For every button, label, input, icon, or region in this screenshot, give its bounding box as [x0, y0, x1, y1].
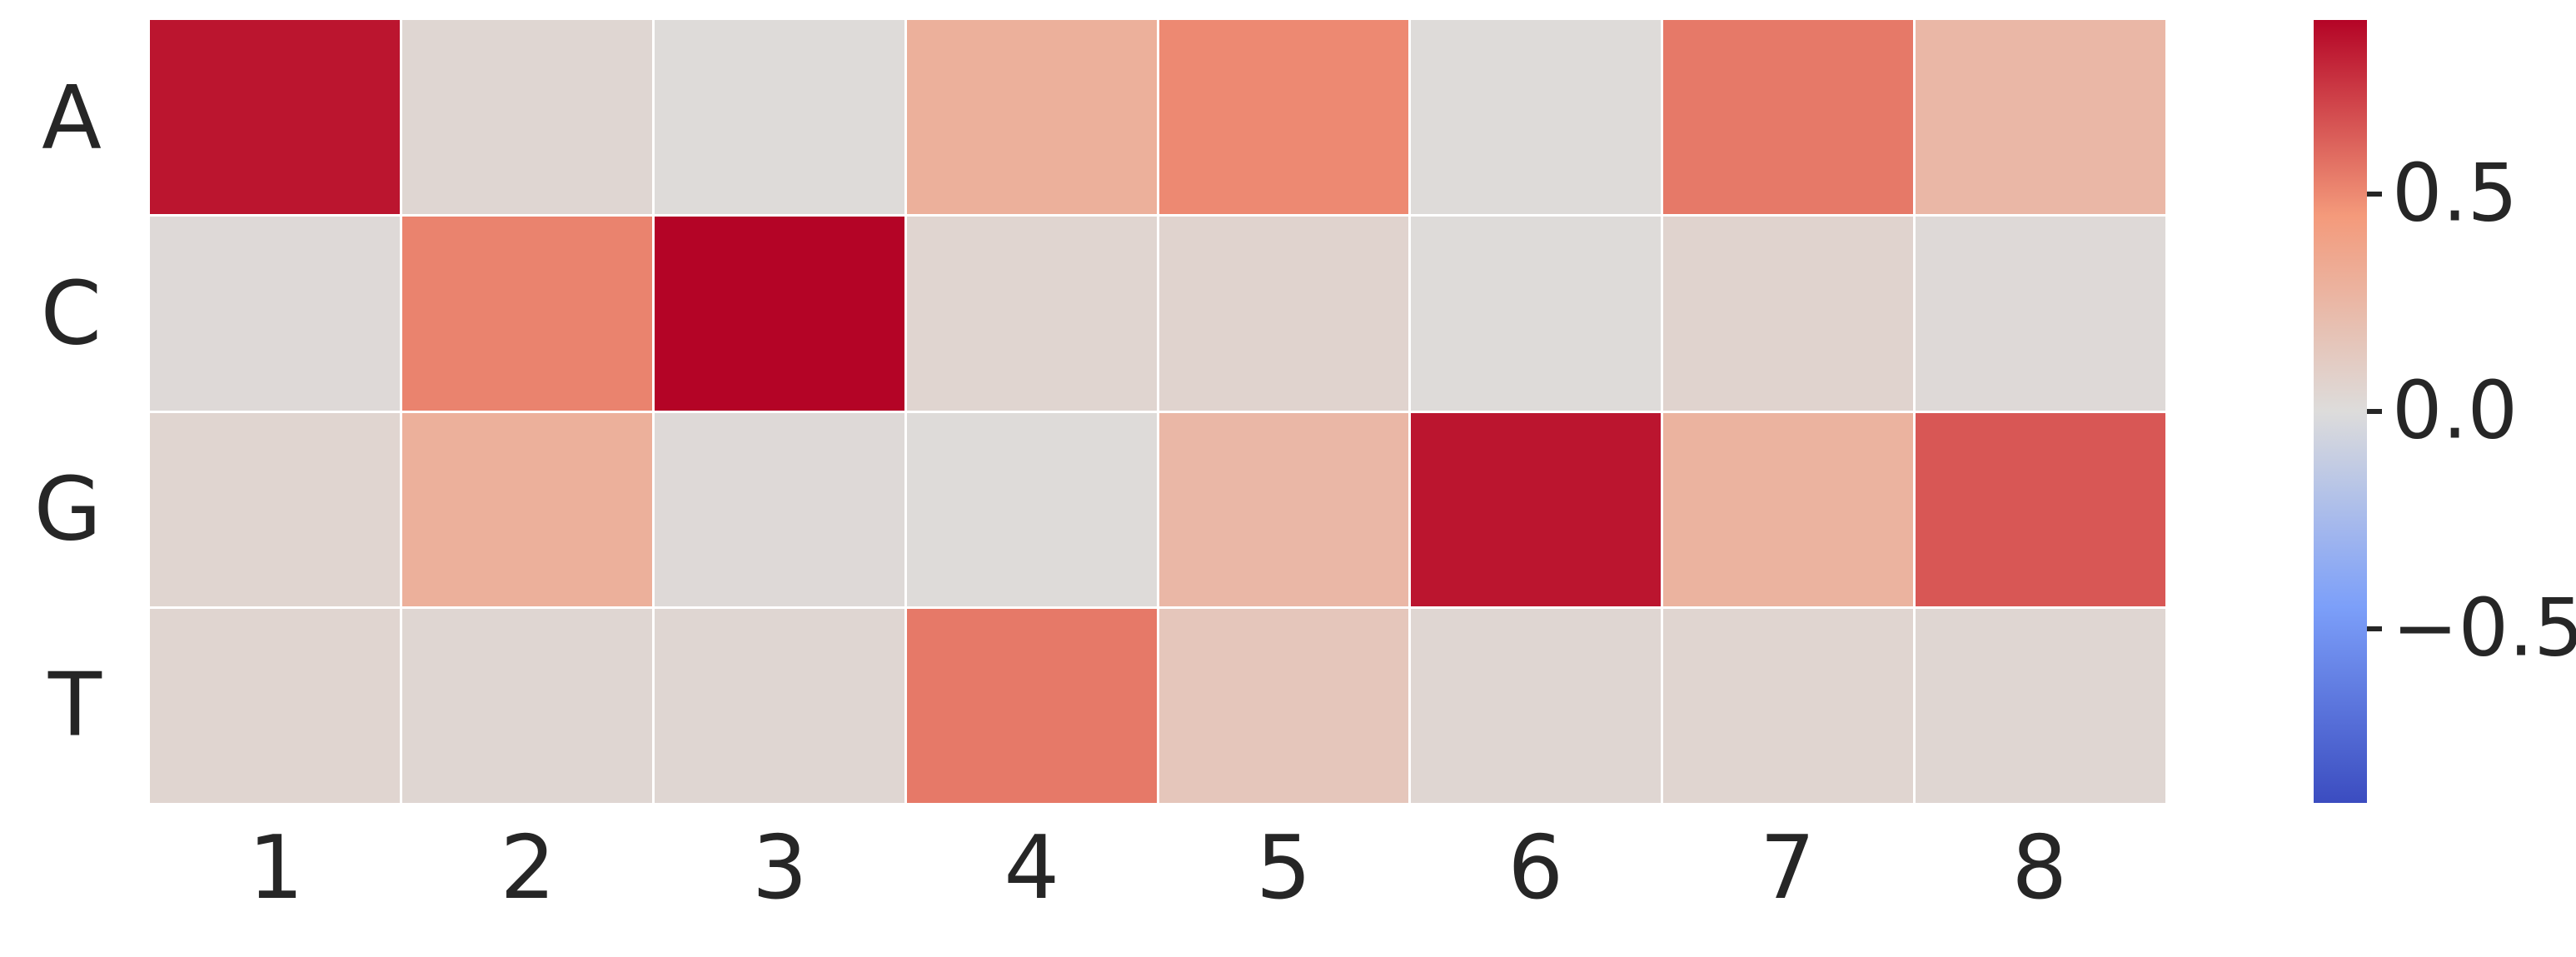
heatmap-cell-G-3 [654, 412, 904, 607]
heatmap-cell-G-2 [401, 412, 652, 607]
heatmap-cell-C-8 [1916, 216, 2165, 411]
heatmap-cell-T-2 [401, 609, 652, 803]
x-axis: 1 2 3 4 5 6 7 8 [150, 820, 2165, 937]
heatmap-cell-T-4 [906, 609, 1157, 803]
heatmap-cell-A-4 [906, 20, 1157, 214]
row-label-C: C [40, 262, 102, 364]
heatmap-cell-T-5 [1158, 609, 1409, 803]
heatmap-cell-C-3 [654, 216, 904, 411]
heatmap-cell-A-5 [1158, 20, 1409, 214]
heatmap-cell-A-3 [654, 20, 904, 214]
heatmap-cell-C-6 [1411, 216, 1662, 411]
heatmap-cell-G-6 [1411, 412, 1662, 607]
colorbar-tick-label: 0.0 [2392, 365, 2519, 457]
heatmap-cell-C-2 [401, 216, 652, 411]
row-label-A: A [42, 67, 102, 168]
heatmap-cell-G-8 [1916, 412, 2165, 607]
heatmap-cell-G-5 [1158, 412, 1409, 607]
colorbar-tick-label: −0.5 [2392, 582, 2576, 675]
colorbar-tick-label: 0.5 [2392, 147, 2519, 240]
heatmap-grid [150, 20, 2165, 803]
heatmap-cell-A-1 [150, 20, 400, 214]
colorbar-labels: 0.5 0.0 −0.5 [2392, 20, 2576, 803]
heatmap-cell-C-5 [1158, 216, 1409, 411]
column-label-4: 4 [1004, 817, 1060, 919]
colorbar-tick [2367, 626, 2382, 632]
heatmap-cell-T-1 [150, 609, 400, 803]
heatmap-cell-C-7 [1663, 216, 1914, 411]
heatmap-cell-C-1 [150, 216, 400, 411]
heatmap-cell-G-7 [1663, 412, 1914, 607]
heatmap-cell-T-8 [1916, 609, 2165, 803]
heatmap-cell-G-4 [906, 412, 1157, 607]
row-label-T: T [47, 654, 102, 755]
column-label-7: 7 [1759, 817, 1816, 919]
column-label-8: 8 [2011, 817, 2068, 919]
column-label-2: 2 [500, 817, 556, 919]
heatmap-cell-T-7 [1663, 609, 1914, 803]
heatmap-cell-G-1 [150, 412, 400, 607]
colorbar-tick [2367, 191, 2382, 197]
heatmap-cell-C-4 [906, 216, 1157, 411]
heatmap-cell-A-2 [401, 20, 652, 214]
heatmap-cell-A-7 [1663, 20, 1914, 214]
heatmap-cell-T-6 [1411, 609, 1662, 803]
colorbar [2314, 20, 2382, 803]
heatmap-cell-A-6 [1411, 20, 1662, 214]
colorbar-tick [2367, 409, 2382, 414]
row-label-G: G [33, 458, 102, 560]
column-label-3: 3 [751, 817, 808, 919]
column-label-1: 1 [247, 817, 304, 919]
column-label-5: 5 [1255, 817, 1312, 919]
heatmap-cell-T-3 [654, 609, 904, 803]
column-label-6: 6 [1507, 817, 1564, 919]
heatmap-cell-A-8 [1916, 20, 2165, 214]
